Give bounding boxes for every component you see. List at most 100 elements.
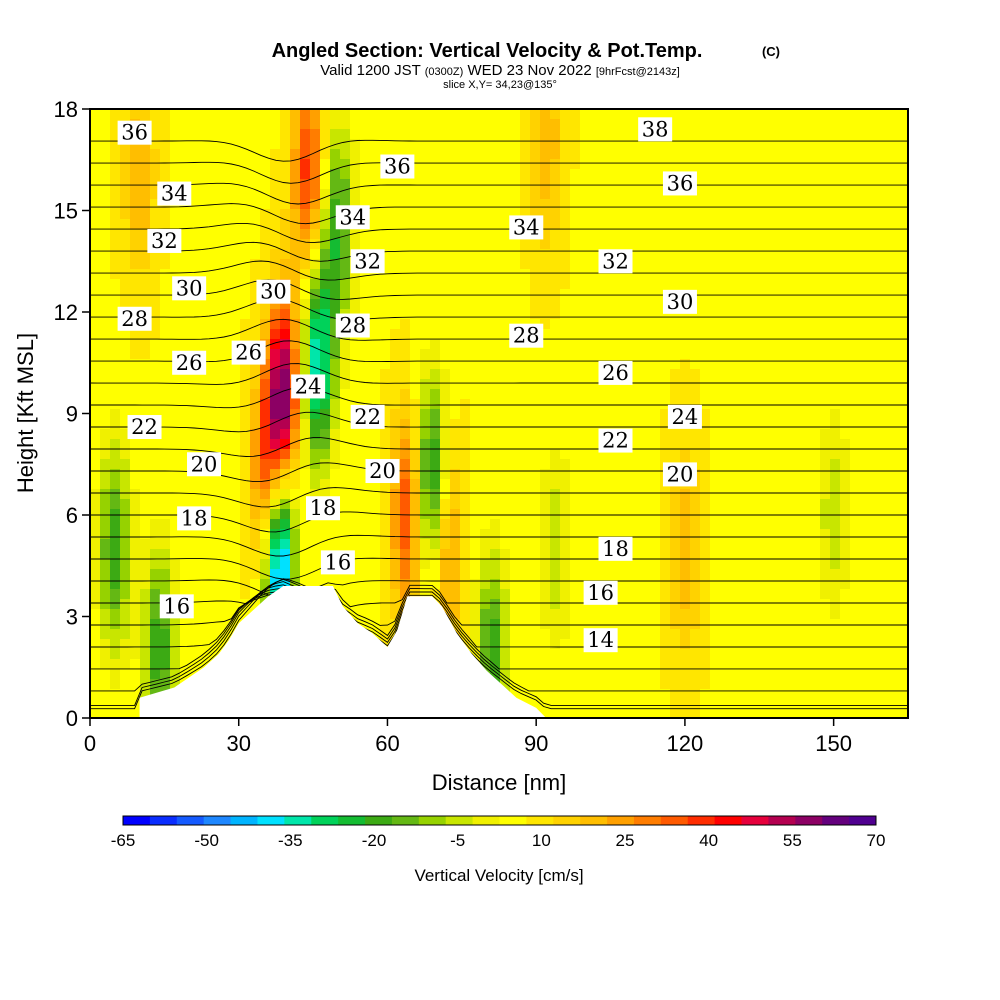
velocity-cell — [100, 509, 111, 520]
velocity-cell — [560, 689, 571, 700]
velocity-cell — [370, 539, 381, 550]
velocity-cell — [550, 529, 561, 540]
velocity-cell — [770, 429, 781, 440]
velocity-cell — [680, 549, 691, 560]
velocity-cell — [600, 189, 611, 200]
velocity-cell — [650, 269, 661, 280]
velocity-cell — [360, 179, 371, 190]
velocity-cell — [340, 429, 351, 440]
velocity-cell — [530, 209, 541, 220]
velocity-cell — [410, 359, 421, 370]
velocity-cell — [110, 259, 121, 270]
velocity-cell — [120, 479, 131, 490]
velocity-cell — [750, 259, 761, 270]
velocity-cell — [540, 419, 551, 430]
velocity-cell — [870, 299, 881, 310]
velocity-cell — [770, 109, 781, 120]
velocity-cell — [480, 249, 491, 260]
velocity-cell — [280, 339, 291, 350]
velocity-cell — [820, 379, 831, 390]
velocity-cell — [570, 369, 581, 380]
velocity-cell — [310, 149, 321, 160]
velocity-cell — [840, 489, 851, 500]
velocity-cell — [900, 449, 908, 460]
velocity-cell — [100, 389, 111, 400]
velocity-cell — [780, 599, 791, 610]
velocity-cell — [120, 699, 131, 710]
velocity-cell — [230, 599, 241, 610]
velocity-cell — [620, 619, 631, 630]
velocity-cell — [470, 219, 481, 230]
velocity-cell — [800, 439, 811, 450]
velocity-cell — [670, 369, 681, 380]
velocity-cell — [640, 169, 651, 180]
velocity-cell — [800, 489, 811, 500]
velocity-cell — [310, 449, 321, 460]
velocity-cell — [860, 629, 871, 640]
velocity-cell — [120, 429, 131, 440]
velocity-cell — [840, 559, 851, 570]
velocity-cell — [830, 659, 841, 670]
velocity-cell — [870, 689, 881, 700]
velocity-cell — [160, 579, 171, 590]
velocity-cell — [180, 239, 191, 250]
velocity-cell — [640, 599, 651, 610]
velocity-cell — [300, 419, 311, 430]
velocity-cell — [140, 199, 151, 210]
velocity-cell — [840, 139, 851, 150]
velocity-cell — [260, 209, 271, 220]
velocity-cell — [800, 529, 811, 540]
velocity-cell — [750, 689, 761, 700]
velocity-cell — [730, 369, 741, 380]
velocity-cell — [100, 259, 111, 270]
velocity-cell — [390, 389, 401, 400]
velocity-cell — [570, 339, 581, 350]
velocity-cell — [830, 459, 841, 470]
velocity-cell — [820, 339, 831, 350]
velocity-cell — [160, 339, 171, 350]
velocity-cell — [820, 119, 831, 130]
velocity-cell — [510, 609, 521, 620]
velocity-cell — [440, 419, 451, 430]
velocity-cell — [520, 179, 531, 190]
velocity-cell — [860, 649, 871, 660]
velocity-cell — [310, 559, 321, 570]
velocity-cell — [870, 189, 881, 200]
velocity-cell — [200, 139, 211, 150]
velocity-cell — [670, 389, 681, 400]
velocity-cell — [640, 299, 651, 310]
velocity-cell — [590, 149, 601, 160]
velocity-cell — [350, 499, 361, 510]
velocity-cell — [530, 519, 541, 530]
velocity-cell — [680, 209, 691, 220]
velocity-cell — [750, 429, 761, 440]
velocity-cell — [440, 109, 451, 120]
velocity-cell — [140, 389, 151, 400]
velocity-cell — [270, 169, 281, 180]
velocity-cell — [120, 599, 131, 610]
velocity-cell — [600, 479, 611, 490]
velocity-cell — [90, 709, 101, 718]
velocity-cell — [330, 279, 341, 290]
velocity-cell — [370, 179, 381, 190]
velocity-cell — [660, 269, 671, 280]
velocity-cell — [730, 429, 741, 440]
velocity-cell — [230, 129, 241, 140]
velocity-cell — [130, 579, 141, 590]
velocity-cell — [630, 439, 641, 450]
velocity-cell — [780, 239, 791, 250]
velocity-cell — [830, 489, 841, 500]
velocity-cell — [220, 459, 231, 470]
velocity-cell — [490, 219, 501, 230]
velocity-cell — [310, 229, 321, 240]
velocity-cell — [330, 469, 341, 480]
velocity-cell — [320, 429, 331, 440]
velocity-cell — [290, 479, 301, 490]
velocity-cell — [890, 209, 901, 220]
velocity-cell — [580, 559, 591, 570]
velocity-cell — [360, 449, 371, 460]
velocity-cell — [100, 199, 111, 210]
velocity-cell — [820, 259, 831, 270]
velocity-cell — [230, 589, 241, 600]
velocity-cell — [790, 139, 801, 150]
